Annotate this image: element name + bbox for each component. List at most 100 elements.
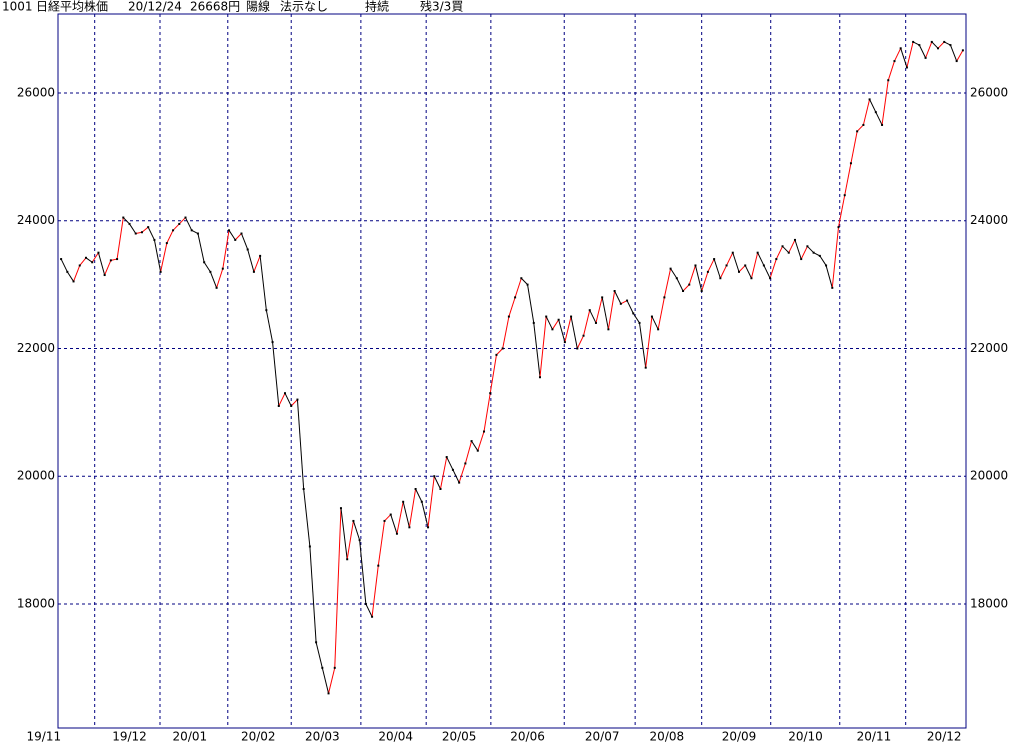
- header-text: 日経平均株価: [36, 0, 108, 14]
- line-segment: [844, 163, 852, 196]
- line-segment: [284, 392, 292, 407]
- data-point: [657, 328, 660, 331]
- data-point: [84, 256, 87, 259]
- line-segment: [390, 514, 398, 534]
- x-tick-label: 20/10: [788, 730, 823, 744]
- data-point: [862, 123, 865, 126]
- data-point: [203, 261, 206, 264]
- data-point: [383, 519, 386, 522]
- line-segment: [750, 252, 759, 279]
- line-segment: [402, 501, 410, 528]
- line-segment: [191, 229, 199, 234]
- line-segment: [365, 603, 373, 617]
- data-point: [912, 40, 915, 43]
- line-segment: [502, 316, 510, 349]
- line-segment: [91, 252, 99, 263]
- data-point: [339, 507, 342, 510]
- data-point: [458, 481, 461, 484]
- line-segment: [216, 268, 224, 288]
- data-point: [408, 526, 411, 529]
- header-text: 持続: [365, 0, 389, 14]
- line-segment: [558, 319, 566, 343]
- line-segment: [384, 514, 392, 522]
- line-segment: [744, 265, 752, 279]
- x-tick-label: 20/07: [585, 730, 620, 744]
- data-point: [688, 283, 691, 286]
- line-segment: [576, 335, 584, 349]
- data-point: [439, 487, 442, 490]
- line-segment: [825, 265, 833, 288]
- y-tick-label: 22000: [17, 341, 55, 355]
- data-point: [72, 280, 75, 283]
- data-point: [769, 277, 772, 280]
- data-point: [147, 226, 150, 229]
- data-point: [402, 500, 405, 503]
- line-segment: [110, 258, 118, 261]
- line-segment: [97, 252, 106, 276]
- data-point: [265, 309, 268, 312]
- data-point: [881, 123, 884, 126]
- line-segment: [321, 667, 330, 694]
- line-segment: [247, 249, 255, 272]
- header-text: 1001: [2, 0, 33, 14]
- line-segment: [688, 265, 696, 285]
- line-segment: [881, 80, 889, 126]
- line-segment: [595, 297, 603, 324]
- data-point: [153, 238, 156, 241]
- line-segment: [116, 217, 124, 260]
- data-point: [719, 277, 722, 280]
- line-segment: [931, 41, 939, 49]
- line-segment: [539, 316, 547, 378]
- line-segment: [912, 41, 920, 46]
- data-point: [526, 283, 529, 286]
- line-segment: [570, 316, 578, 349]
- line-segment: [651, 316, 659, 330]
- line-segment: [234, 233, 242, 241]
- line-segment: [160, 242, 168, 272]
- data-point: [775, 258, 778, 261]
- data-point: [750, 277, 753, 280]
- line-segment: [178, 217, 186, 225]
- line-segment: [222, 230, 230, 269]
- line-segment: [775, 246, 783, 260]
- data-point: [501, 347, 504, 350]
- data-point: [694, 264, 697, 267]
- line-segment: [153, 239, 162, 272]
- data-point: [632, 312, 635, 315]
- line-segment: [676, 278, 684, 292]
- line-segment: [807, 245, 814, 254]
- data-point: [228, 229, 231, 232]
- data-point: [159, 270, 162, 273]
- line-segment: [738, 265, 746, 273]
- line-segment: [346, 520, 354, 560]
- line-segment: [340, 508, 348, 560]
- data-point: [116, 258, 119, 261]
- data-point: [395, 532, 398, 535]
- y-tick-label: 20000: [17, 469, 55, 483]
- line-segment: [831, 227, 840, 288]
- data-point: [172, 229, 175, 232]
- data-point: [321, 666, 324, 669]
- line-segment: [396, 501, 404, 534]
- line-segment: [496, 348, 504, 356]
- data-point: [246, 248, 249, 251]
- line-segment: [508, 297, 516, 317]
- line-segment: [334, 508, 342, 668]
- data-point: [887, 79, 890, 82]
- x-tick-label: 19/11: [27, 730, 62, 744]
- data-point: [918, 44, 921, 47]
- line-segment: [352, 520, 361, 541]
- data-point: [433, 475, 436, 478]
- data-point: [557, 318, 560, 321]
- data-point: [414, 487, 417, 490]
- line-segment: [172, 223, 180, 231]
- data-point: [781, 245, 784, 248]
- x-tick-label: 20/01: [173, 730, 208, 744]
- y-tick-label-right: 22000: [970, 341, 1008, 355]
- line-segment: [265, 310, 274, 343]
- data-point: [538, 376, 541, 379]
- line-segment: [315, 642, 323, 668]
- data-point: [352, 519, 355, 522]
- line-segment: [377, 520, 386, 566]
- line-segment: [73, 265, 81, 282]
